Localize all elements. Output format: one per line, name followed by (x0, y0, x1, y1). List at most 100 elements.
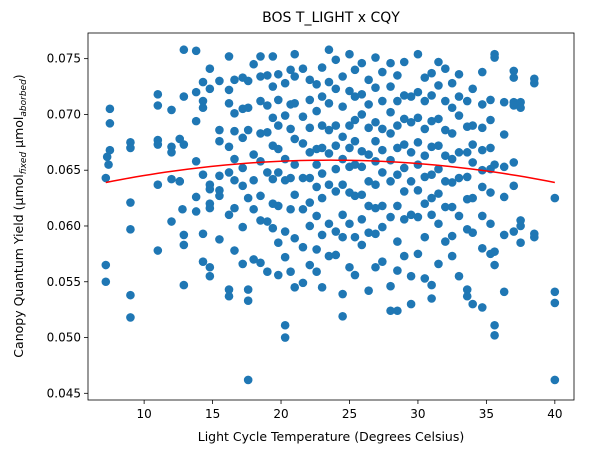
data-point (191, 156, 201, 166)
data-point (516, 238, 525, 248)
data-point (191, 192, 201, 202)
data-point (305, 75, 315, 85)
data-point (153, 101, 163, 110)
data-point (243, 76, 253, 86)
data-point (420, 151, 430, 161)
data-point (179, 240, 189, 250)
data-point (386, 107, 395, 117)
data-point (357, 90, 367, 99)
data-point (364, 228, 373, 237)
data-point (427, 170, 436, 179)
data-point (290, 190, 300, 200)
x-tick-label: 25 (342, 407, 357, 421)
data-point (393, 170, 402, 179)
data-point (378, 124, 387, 134)
data-point (331, 187, 341, 196)
data-point (198, 257, 208, 266)
data-point (393, 201, 402, 211)
data-point (338, 312, 347, 321)
data-point (371, 229, 380, 239)
data-point (215, 125, 224, 135)
data-point (468, 84, 477, 94)
data-point (126, 225, 135, 234)
data-point (256, 72, 265, 81)
data-point (324, 149, 334, 158)
data-point (434, 189, 443, 198)
data-point (350, 65, 360, 75)
data-point (447, 251, 457, 261)
data-point (305, 260, 315, 270)
data-point (406, 177, 416, 186)
data-point (286, 124, 295, 134)
data-point (364, 75, 373, 85)
data-point (312, 267, 321, 277)
data-point (298, 64, 308, 73)
data-point (406, 210, 416, 220)
data-point (486, 219, 495, 229)
data-point (243, 193, 253, 203)
data-point (490, 160, 499, 169)
data-point (399, 214, 409, 224)
data-point (215, 191, 224, 201)
data-point (516, 221, 525, 231)
data-point (305, 123, 315, 133)
data-point (468, 140, 477, 149)
data-point (509, 181, 519, 191)
data-point (126, 143, 135, 153)
y-axis-label: Canopy Quantum Yield (μmolfixed μmolabor… (11, 74, 29, 357)
data-point (509, 73, 519, 82)
data-point (499, 97, 509, 107)
data-point (413, 212, 423, 222)
data-point (317, 121, 327, 130)
data-point (350, 115, 360, 125)
data-point (290, 283, 300, 292)
data-point (230, 175, 239, 185)
data-point (104, 160, 113, 169)
data-point (153, 140, 163, 149)
data-point (441, 177, 450, 186)
data-point (153, 180, 163, 190)
data-point (364, 123, 373, 133)
data-point (486, 95, 495, 105)
data-point (268, 113, 278, 123)
data-point (364, 177, 373, 186)
data-point (126, 313, 135, 322)
data-point (486, 188, 495, 197)
data-point (238, 181, 247, 191)
data-point (413, 138, 423, 147)
data-point (215, 76, 224, 86)
data-point (268, 52, 278, 61)
data-point (462, 172, 472, 182)
data-point (499, 130, 509, 139)
data-point (454, 173, 464, 183)
data-point (230, 246, 239, 255)
data-point (406, 271, 416, 281)
data-point (399, 91, 409, 100)
data-point (434, 259, 443, 269)
data-point (205, 64, 215, 73)
data-point (350, 136, 360, 146)
data-point (420, 172, 430, 182)
data-point (550, 375, 560, 385)
data-point (273, 69, 283, 79)
data-point (273, 238, 283, 248)
data-point (280, 333, 290, 342)
y-axis-label-sub2: aborbed (19, 79, 29, 117)
data-point (290, 134, 300, 144)
data-point (205, 184, 215, 194)
data-point (305, 173, 315, 183)
data-point (331, 250, 341, 260)
data-point (280, 78, 290, 88)
data-point (256, 129, 265, 138)
data-point (324, 125, 334, 135)
data-point (447, 231, 457, 241)
data-point (338, 289, 347, 299)
data-point (386, 177, 395, 186)
data-point (413, 113, 423, 123)
data-point (477, 182, 487, 192)
data-point (477, 67, 487, 77)
data-point (317, 230, 327, 240)
data-point (477, 303, 487, 312)
y-axis-label-middle: μmol (11, 117, 26, 152)
data-point (224, 98, 234, 108)
